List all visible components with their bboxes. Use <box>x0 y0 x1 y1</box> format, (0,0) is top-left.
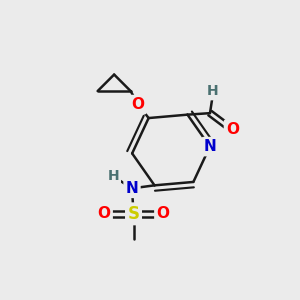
Text: O: O <box>156 206 170 221</box>
Text: O: O <box>98 206 111 221</box>
Text: N: N <box>203 139 216 154</box>
Text: N: N <box>126 181 138 196</box>
Text: S: S <box>128 205 140 223</box>
Text: H: H <box>207 84 219 98</box>
Text: H: H <box>107 169 119 183</box>
Text: O: O <box>132 97 145 112</box>
Text: O: O <box>226 122 239 136</box>
